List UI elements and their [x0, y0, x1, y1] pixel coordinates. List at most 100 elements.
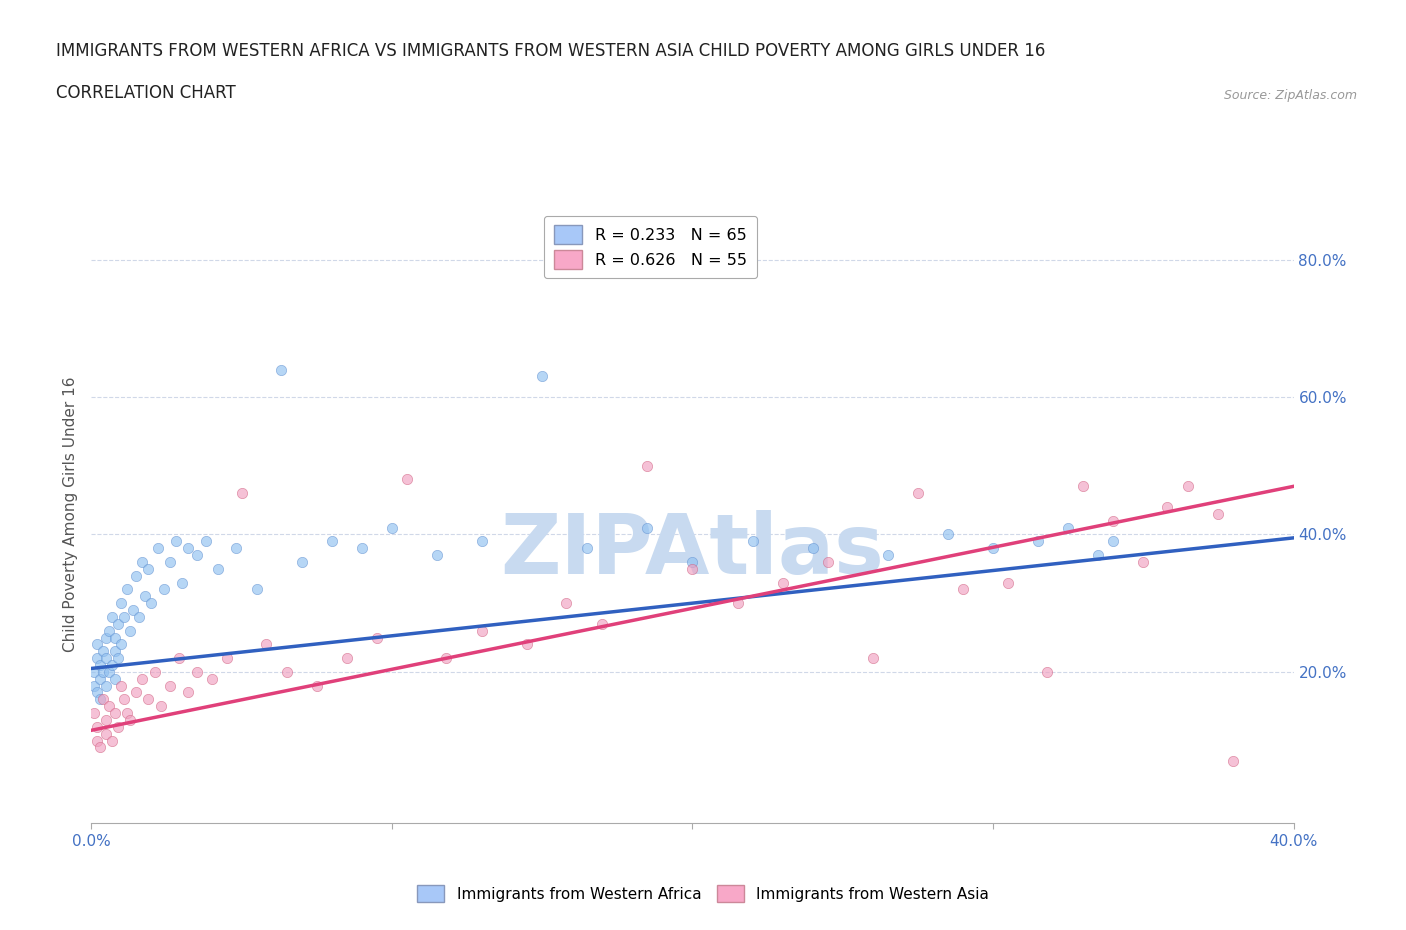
Point: [336, 651, 359, 666]
Point: [107, 651, 129, 666]
Text: ZIPAtlas: ZIPAtlas: [501, 511, 884, 591]
Point: [110, 678, 132, 693]
Point: [1102, 534, 1125, 549]
Point: [576, 540, 599, 555]
Point: [131, 671, 153, 686]
Point: [122, 603, 145, 618]
Point: [117, 582, 139, 597]
Point: [907, 485, 929, 500]
Point: [225, 540, 247, 555]
Point: [125, 685, 148, 700]
Y-axis label: Child Poverty Among Girls Under 16: Child Poverty Among Girls Under 16: [63, 376, 79, 652]
Point: [1132, 554, 1154, 569]
Point: [1036, 664, 1059, 679]
Point: [246, 582, 269, 597]
Point: [141, 596, 163, 611]
Point: [93, 644, 115, 658]
Point: [981, 540, 1004, 555]
Point: [96, 712, 118, 727]
Point: [936, 527, 959, 542]
Point: [207, 562, 229, 577]
Point: [1087, 548, 1109, 563]
Point: [270, 362, 292, 377]
Point: [134, 589, 156, 604]
Point: [89, 740, 111, 755]
Legend: R = 0.233   N = 65, R = 0.626   N = 55: R = 0.233 N = 65, R = 0.626 N = 55: [544, 216, 756, 278]
Point: [1102, 513, 1125, 528]
Point: [101, 658, 124, 672]
Point: [165, 534, 187, 549]
Point: [86, 685, 108, 700]
Point: [366, 631, 388, 645]
Point: [149, 698, 172, 713]
Point: [471, 534, 494, 549]
Point: [131, 554, 153, 569]
Point: [194, 534, 217, 549]
Point: [1057, 520, 1080, 535]
Text: Source: ZipAtlas.com: Source: ZipAtlas.com: [1223, 89, 1357, 102]
Point: [152, 582, 174, 597]
Point: [96, 678, 118, 693]
Point: [176, 540, 198, 555]
Point: [862, 651, 884, 666]
Point: [89, 692, 111, 707]
Point: [215, 651, 238, 666]
Point: [167, 651, 190, 666]
Point: [114, 609, 136, 624]
Point: [104, 671, 127, 686]
Point: [426, 548, 449, 563]
Point: [159, 554, 181, 569]
Point: [471, 623, 494, 638]
Point: [997, 575, 1019, 590]
Point: [98, 623, 121, 638]
Point: [681, 562, 703, 577]
Point: [1208, 507, 1230, 522]
Point: [254, 637, 277, 652]
Point: [93, 664, 115, 679]
Point: [1177, 479, 1199, 494]
Point: [531, 369, 554, 384]
Point: [104, 631, 127, 645]
Point: [276, 664, 298, 679]
Point: [89, 671, 111, 686]
Point: [231, 485, 253, 500]
Point: [817, 554, 839, 569]
Point: [381, 520, 404, 535]
Point: [83, 706, 105, 721]
Point: [636, 458, 658, 473]
Point: [305, 678, 328, 693]
Point: [114, 692, 136, 707]
Point: [96, 726, 118, 741]
Point: [321, 534, 343, 549]
Point: [170, 575, 193, 590]
Point: [591, 617, 613, 631]
Point: [186, 664, 208, 679]
Point: [110, 637, 132, 652]
Point: [138, 562, 160, 577]
Point: [1222, 753, 1244, 768]
Text: CORRELATION CHART: CORRELATION CHART: [56, 85, 236, 102]
Point: [107, 617, 129, 631]
Point: [434, 651, 457, 666]
Point: [772, 575, 794, 590]
Point: [741, 534, 763, 549]
Point: [176, 685, 198, 700]
Point: [83, 678, 105, 693]
Point: [107, 720, 129, 735]
Point: [138, 692, 160, 707]
Point: [104, 706, 127, 721]
Point: [86, 733, 108, 748]
Point: [350, 540, 373, 555]
Point: [952, 582, 974, 597]
Point: [146, 540, 169, 555]
Point: [636, 520, 658, 535]
Point: [104, 644, 127, 658]
Point: [876, 548, 898, 563]
Point: [681, 554, 703, 569]
Point: [125, 568, 148, 583]
Point: [186, 548, 208, 563]
Point: [143, 664, 166, 679]
Point: [96, 631, 118, 645]
Point: [117, 706, 139, 721]
Point: [1071, 479, 1094, 494]
